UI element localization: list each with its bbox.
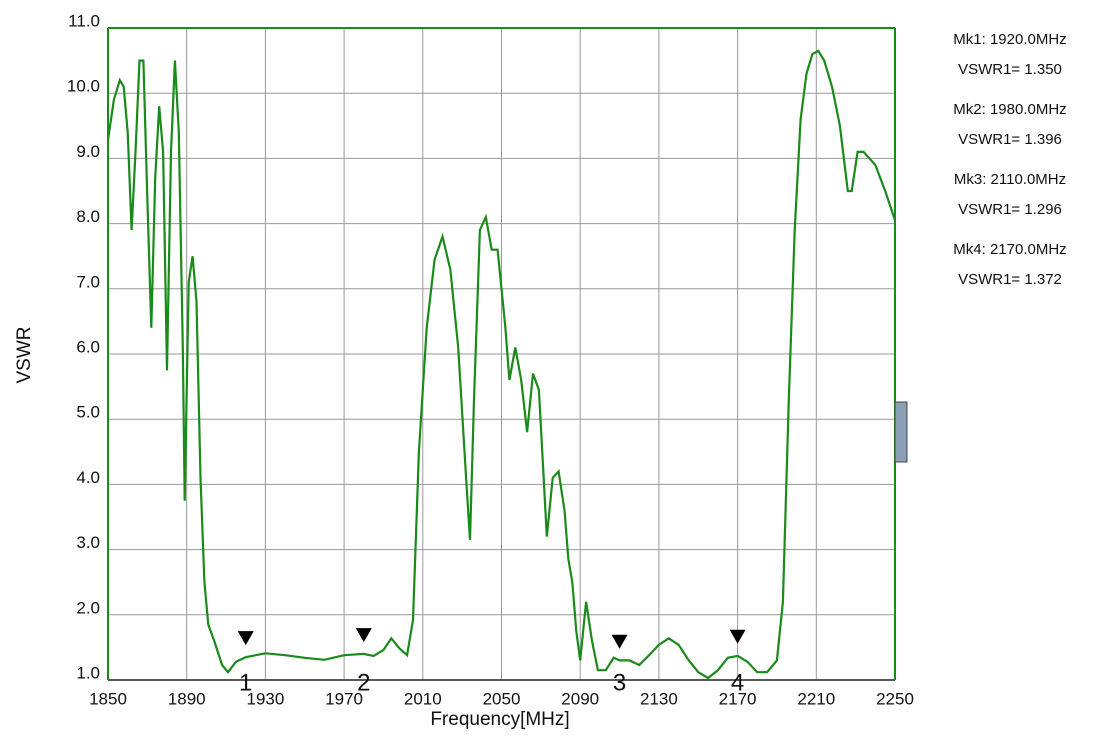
x-tick-label: 1850 xyxy=(89,689,127,708)
x-tick-label: 1970 xyxy=(325,689,363,708)
x-tick-label: 1890 xyxy=(168,689,206,708)
marker-triangle xyxy=(611,634,628,649)
scroll-handle xyxy=(894,401,908,463)
marker-readout: Mk4: 2170.0MHz xyxy=(953,241,1066,258)
y-tick-label: 9.0 xyxy=(76,142,100,161)
x-tick-label: 1930 xyxy=(246,689,284,708)
x-tick-label: 2010 xyxy=(404,689,442,708)
marker-label: 3 xyxy=(613,669,626,696)
marker-label: 4 xyxy=(731,669,744,696)
x-tick-label: 2130 xyxy=(640,689,678,708)
y-tick-label: 1.0 xyxy=(76,663,100,682)
y-tick-label: 8.0 xyxy=(76,207,100,226)
y-tick-label: 11.0 xyxy=(68,11,100,30)
marker-readout: Mk3: 2110.0MHz xyxy=(954,171,1066,188)
y-tick-label: 2.0 xyxy=(76,598,100,617)
y-axis-label: VSWR xyxy=(14,327,35,384)
marker-readout: VSWR1= 1.396 xyxy=(958,131,1062,148)
vswr-line xyxy=(106,49,897,680)
x-tick-label: 2170 xyxy=(719,689,757,708)
x-tick-label: 2090 xyxy=(561,689,599,708)
marker-readout: VSWR1= 1.372 xyxy=(958,271,1062,288)
marker-readout: VSWR1= 1.350 xyxy=(958,61,1062,78)
marker-label: 2 xyxy=(357,669,370,696)
y-tick-label: 5.0 xyxy=(76,403,100,422)
y-tick-label: 6.0 xyxy=(76,337,100,356)
marker-readout: VSWR1= 1.296 xyxy=(958,201,1062,218)
y-tick-label: 10.0 xyxy=(67,77,100,96)
x-tick-label: 2250 xyxy=(876,689,914,708)
y-tick-label: 7.0 xyxy=(76,272,100,291)
y-tick-label: 3.0 xyxy=(76,533,100,552)
marker-triangle xyxy=(729,629,746,644)
y-tick-label: 4.0 xyxy=(76,468,100,487)
marker-readout: Mk1: 1920.0MHz xyxy=(953,31,1066,48)
x-tick-label: 2050 xyxy=(483,689,521,708)
marker-readout: Mk2: 1980.0MHz xyxy=(953,101,1066,118)
marker-triangle xyxy=(355,628,372,643)
marker-label: 1 xyxy=(239,669,252,696)
x-tick-label: 2210 xyxy=(797,689,835,708)
x-axis-label: Frequency[MHz] xyxy=(430,709,569,730)
marker-triangle xyxy=(237,631,254,646)
